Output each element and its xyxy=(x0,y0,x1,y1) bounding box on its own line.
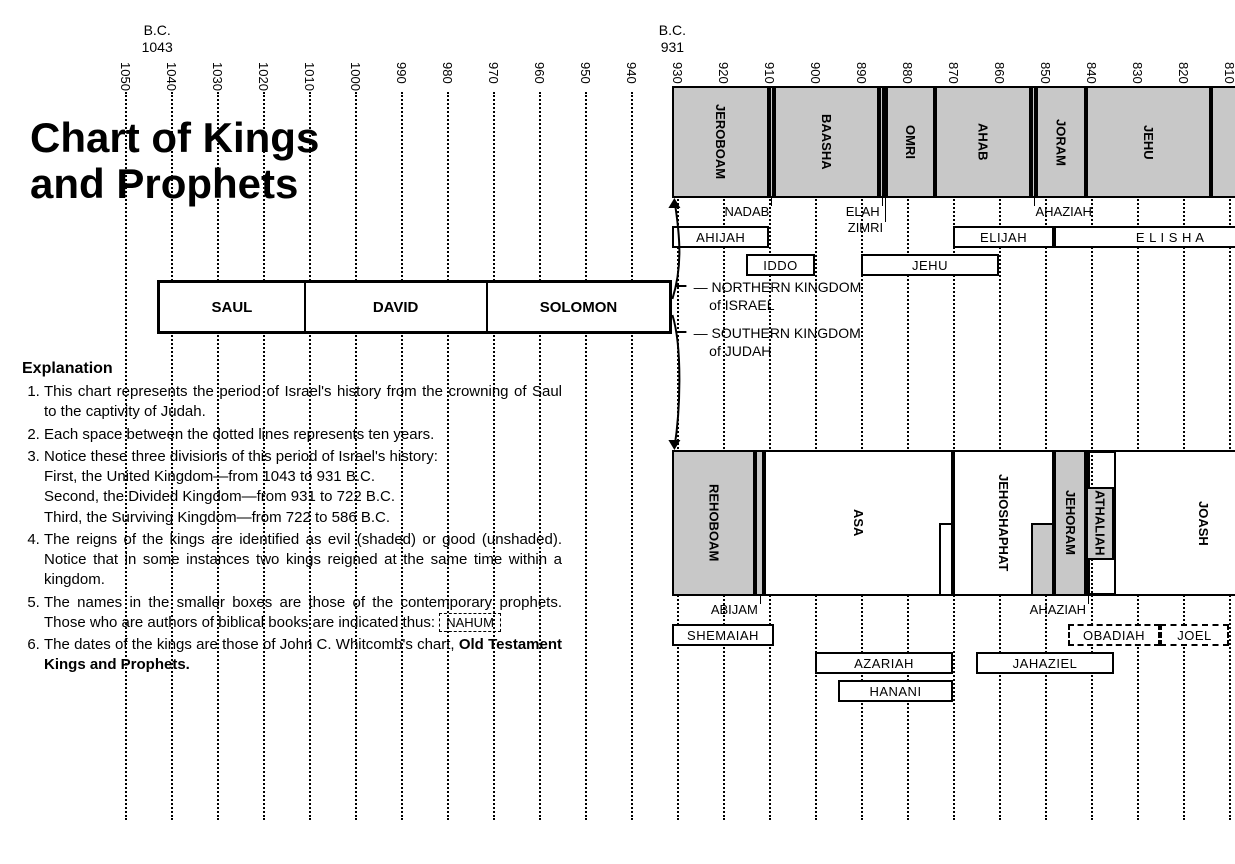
king-box: JEROBOAM xyxy=(672,86,769,198)
prophet-box: JAHAZIEL xyxy=(976,652,1114,674)
chart-container: Chart of Kingsand Prophets B.C.1043 B.C.93… xyxy=(20,20,1215,844)
year-tick: 960 xyxy=(532,62,547,84)
king-box xyxy=(755,450,764,596)
bc-label: B.C.931 xyxy=(652,22,692,56)
year-tick: 950 xyxy=(578,62,593,84)
year-tick: 1050 xyxy=(118,62,133,91)
explanation-item: Notice these three divisions of this per… xyxy=(44,447,562,528)
year-tick: 840 xyxy=(1084,62,1099,84)
prophet-box: AZARIAH xyxy=(815,652,953,674)
explanation-heading: Explanation xyxy=(22,360,113,378)
explanation-list: This chart represents the period of Isra… xyxy=(22,382,562,678)
year-tick: 1040 xyxy=(164,62,179,91)
explanation-item: The dates of the kings are those of John… xyxy=(44,635,562,676)
year-tick: 920 xyxy=(716,62,731,84)
explanation-item: This chart represents the period of Isra… xyxy=(44,382,562,423)
prophet-box: JEHU xyxy=(861,254,999,276)
king-box: JORAM xyxy=(1036,86,1087,198)
year-tick: 1010 xyxy=(302,62,317,91)
gridline xyxy=(585,92,587,820)
king-coregent xyxy=(1031,523,1054,596)
prophet-box: IDDO xyxy=(746,254,815,276)
year-tick: 810 xyxy=(1222,62,1235,84)
year-tick: 990 xyxy=(394,62,409,84)
king-box: ATHALIAH xyxy=(1086,487,1114,560)
year-tick: 930 xyxy=(670,62,685,84)
year-tick: 1030 xyxy=(210,62,225,91)
king-box: JEHU xyxy=(1086,86,1210,198)
year-tick: 1000 xyxy=(348,62,363,91)
king-box: ASA xyxy=(764,450,953,596)
king-box: OMRI xyxy=(886,86,934,198)
king-box: BAASHA xyxy=(774,86,880,198)
king-box: JEHOAHAZ xyxy=(1211,86,1235,198)
prophet-box: E L I S H A xyxy=(1054,226,1235,248)
prophet-box: HANANI xyxy=(838,680,953,702)
prophet-box: OBADIAH xyxy=(1068,624,1160,646)
year-tick: 850 xyxy=(1038,62,1053,84)
explanation-item: The names in the smaller boxes are those… xyxy=(44,593,562,634)
united-king: SOLOMON xyxy=(488,283,670,331)
chart-title: Chart of Kingsand Prophets xyxy=(30,115,319,207)
bc-label: B.C.1043 xyxy=(137,22,177,56)
king-out-label: ELAH xyxy=(846,204,880,219)
king-box: REHOBOAM xyxy=(672,450,755,596)
year-tick: 860 xyxy=(992,62,1007,84)
united-kingdom-row: SAULDAVIDSOLOMON xyxy=(157,280,672,334)
king-out-label: ABIJAM xyxy=(711,602,758,617)
prophet-box: JOEL xyxy=(1160,624,1229,646)
year-tick: 980 xyxy=(440,62,455,84)
explanation-item: Each space between the dotted lines repr… xyxy=(44,425,562,445)
king-coregent xyxy=(939,523,953,596)
kingdom-label: — NORTHERN KINGDOM of ISRAEL xyxy=(694,278,862,314)
year-tick: 910 xyxy=(762,62,777,84)
year-tick: 900 xyxy=(808,62,823,84)
united-king: SAUL xyxy=(160,283,305,331)
year-tick: 970 xyxy=(486,62,501,84)
united-king: DAVID xyxy=(306,283,488,331)
gridline xyxy=(631,92,633,820)
year-tick: 830 xyxy=(1130,62,1145,84)
year-tick: 820 xyxy=(1176,62,1191,84)
prophet-box: AHIJAH xyxy=(672,226,769,248)
king-box: AHAB xyxy=(935,86,1032,198)
prophet-box: ELIJAH xyxy=(953,226,1054,248)
king-out-label: AHAZIAH xyxy=(1036,204,1092,219)
king-box: JEHORAM xyxy=(1054,450,1086,596)
year-tick: 870 xyxy=(946,62,961,84)
year-tick: 1020 xyxy=(256,62,271,91)
year-tick: 940 xyxy=(624,62,639,84)
king-out-label: AHAZIAH xyxy=(1030,602,1086,617)
king-out-label: NADAB xyxy=(725,204,770,219)
king-out-label: ZIMRI xyxy=(848,220,883,235)
year-tick: 890 xyxy=(854,62,869,84)
king-box: JOASH xyxy=(1114,450,1235,596)
kingdom-label: — SOUTHERN KINGDOM of JUDAH xyxy=(694,324,861,360)
year-tick: 880 xyxy=(900,62,915,84)
explanation-item: The reigns of the kings are identified a… xyxy=(44,530,562,591)
prophet-box: SHEMAIAH xyxy=(672,624,773,646)
